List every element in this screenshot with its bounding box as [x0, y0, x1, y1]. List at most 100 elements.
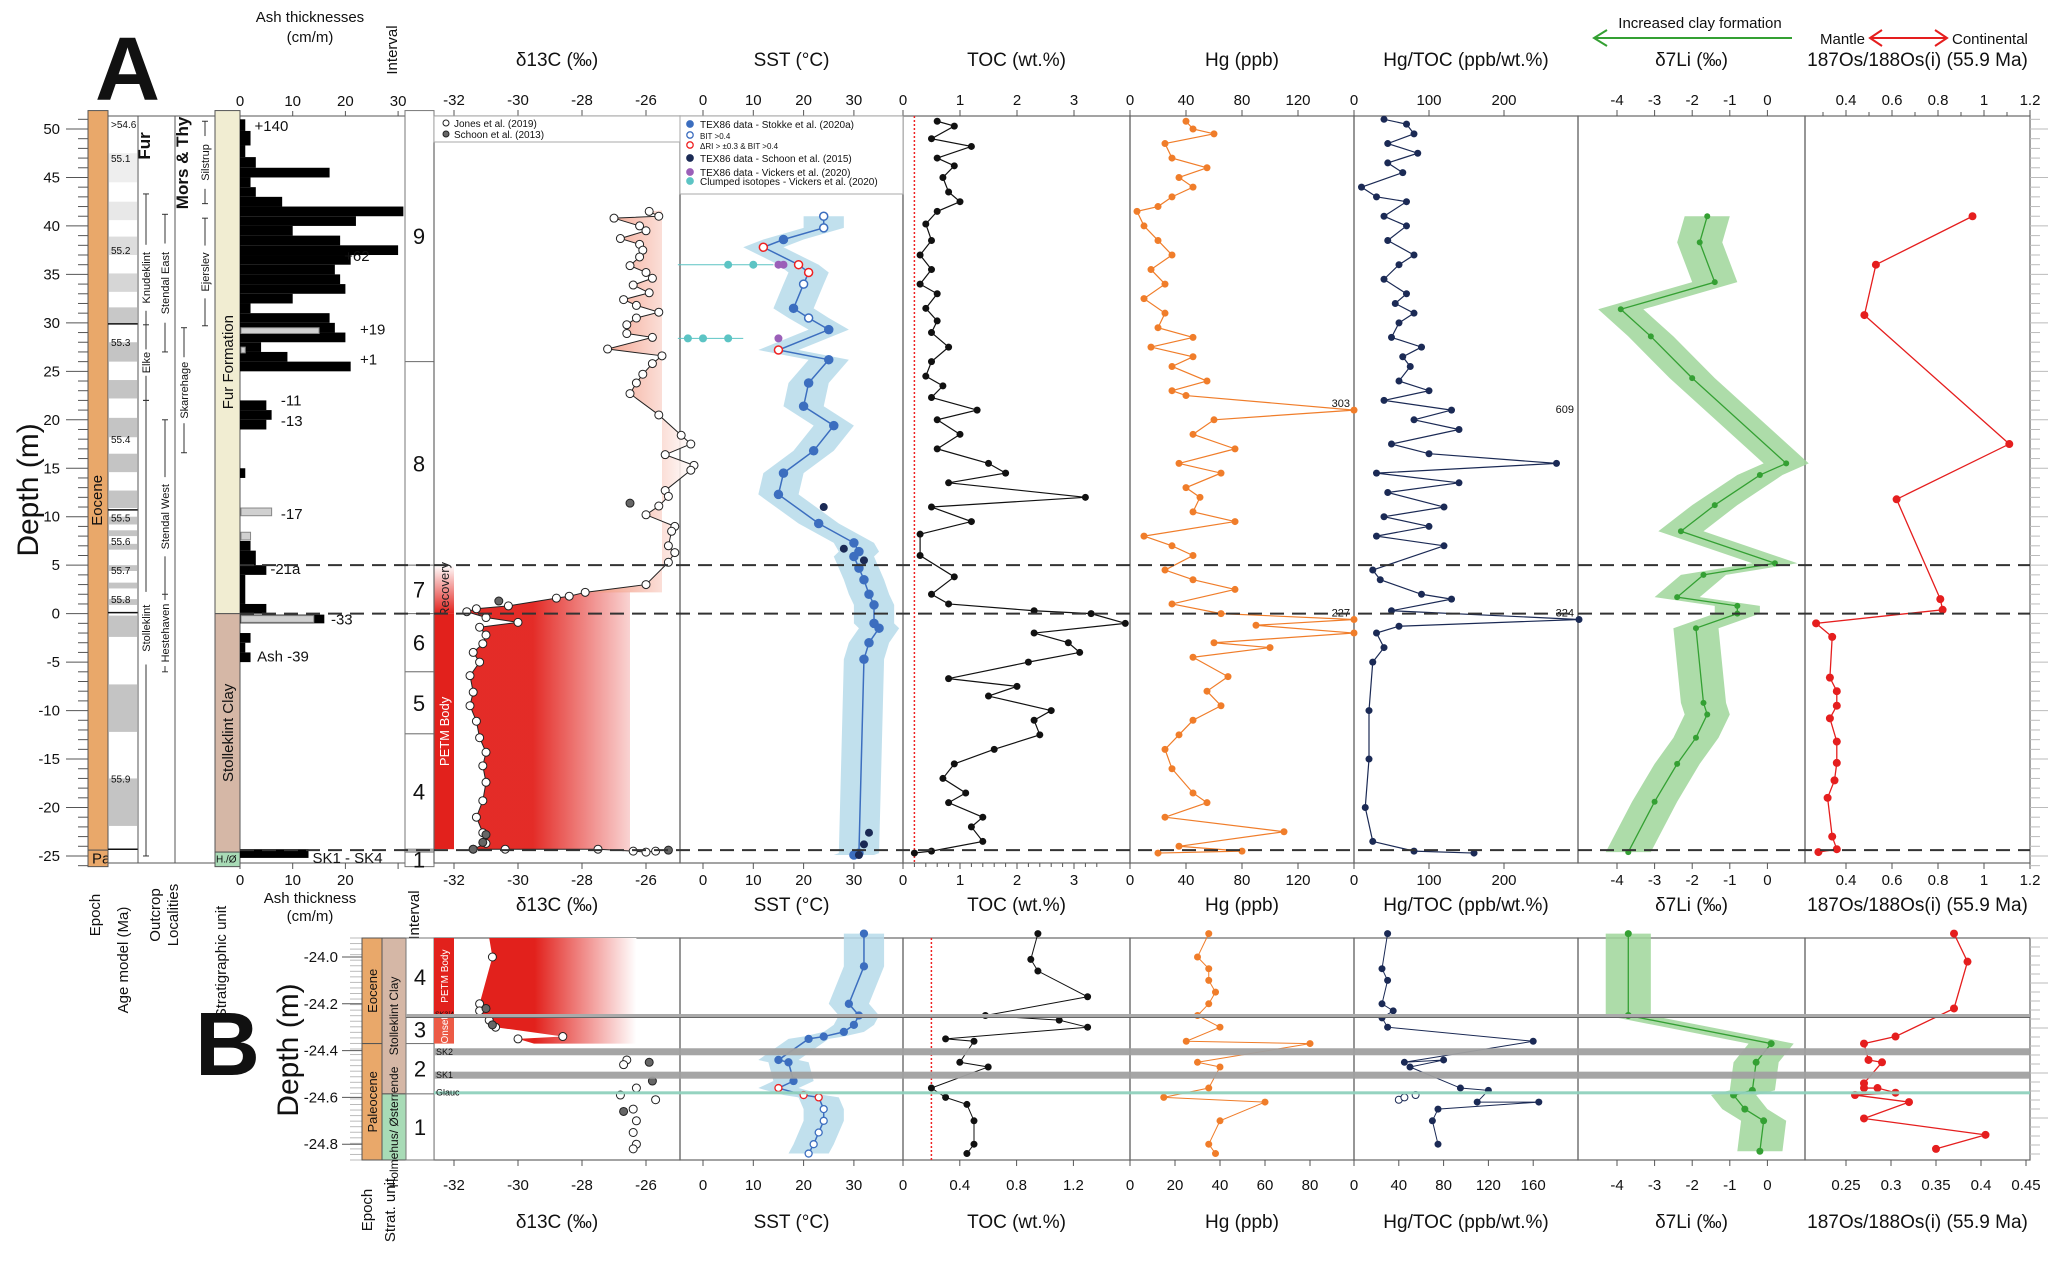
- x-tick-label: -4: [1610, 1177, 1623, 1194]
- x-tick-label: 0: [1350, 872, 1358, 889]
- epoch-label: Pa: [92, 851, 111, 868]
- age-band: [109, 516, 137, 525]
- os-point: [1832, 701, 1841, 710]
- hg-point: [1189, 430, 1197, 438]
- li-b-point: [1767, 1040, 1775, 1048]
- out-of-range-label: 303: [1332, 398, 1350, 410]
- hgtoc-point: [1376, 576, 1384, 584]
- x-tick-label: 0.4: [1836, 92, 1857, 109]
- toc-b-point: [1055, 1016, 1063, 1024]
- hg-point: [1350, 629, 1358, 637]
- phase-b-label: Onset: [440, 1017, 451, 1044]
- hg-point: [1189, 333, 1197, 341]
- x-tick-label: 2: [1013, 92, 1021, 109]
- ash-bar: [240, 157, 256, 168]
- age-band: [109, 153, 137, 183]
- depth-tick-label: -5: [47, 654, 60, 671]
- hg-point: [1210, 416, 1218, 424]
- ash-bar: [240, 400, 267, 411]
- hgtoc-b-point: [1384, 1023, 1392, 1031]
- toc-point: [928, 135, 935, 143]
- sst-b-point: [774, 1055, 783, 1065]
- d13c-point-jones: [513, 617, 523, 627]
- ash-bottom-unit: (cm/m): [287, 908, 334, 925]
- ash-bar: [240, 468, 246, 478]
- hgtoc-point: [1380, 396, 1388, 404]
- sst-point-stokke: [778, 468, 789, 478]
- age-label: 55.6: [111, 537, 131, 548]
- title-a-bottom-sst: SST (°C): [754, 895, 830, 916]
- age-label: 55.1: [111, 154, 131, 165]
- os-b-point: [1950, 1004, 1958, 1013]
- hg-point: [1210, 130, 1218, 138]
- hg-b-point: [1160, 1093, 1168, 1101]
- ash-bar: [240, 264, 335, 275]
- toc-point: [1030, 716, 1038, 724]
- locality-label-bg: [159, 477, 171, 557]
- ash-bar: [240, 255, 351, 265]
- d13c-point-jones: [625, 389, 635, 399]
- sst-point-stokke: [758, 242, 769, 253]
- os-right-label: Continental: [1952, 31, 2028, 48]
- x-tick-label: 0.8: [1928, 872, 1949, 889]
- ash-tick-label: 0: [236, 93, 244, 110]
- ash-bar: [240, 332, 346, 343]
- toc-line: [914, 120, 1126, 854]
- depth-axis-label-a: Depth (m): [12, 423, 45, 556]
- os-point: [1812, 619, 1821, 628]
- ash-bar: [240, 196, 283, 207]
- sst-point-stokke: [793, 259, 804, 270]
- d13c-point-schoon: [481, 830, 491, 840]
- toc-b-point: [1034, 930, 1042, 938]
- depth-tick-label: 35: [43, 266, 60, 283]
- sst-b-point: [814, 1093, 823, 1102]
- ash-bar: [240, 565, 267, 575]
- interval-b-block: [405, 1043, 435, 1095]
- ash-label: -33: [331, 611, 353, 628]
- outcrop-column: [137, 115, 216, 864]
- ash-bar: [240, 225, 293, 236]
- x-tick-label: -26: [635, 872, 657, 889]
- sst-point-schoon: [864, 828, 873, 837]
- toc-b-point: [984, 1063, 992, 1071]
- strat-b-label: Stolleklint Clay: [387, 977, 401, 1056]
- toc-b-point: [1084, 993, 1092, 1001]
- os-b-point: [1950, 929, 1958, 938]
- legend-label: Clumped isotopes - Vickers et al. (2020): [700, 177, 878, 188]
- hg-point: [1350, 615, 1358, 623]
- os-point: [1936, 595, 1945, 604]
- title-a-li: δ7Li (‰): [1655, 50, 1728, 71]
- hgtoc-point: [1575, 615, 1583, 623]
- toc-point: [928, 393, 935, 401]
- d13c-point-jones: [465, 701, 475, 711]
- ash-label: -11: [281, 392, 302, 409]
- depth-tick-label: -15: [38, 751, 60, 768]
- os-b-point: [1860, 1084, 1868, 1093]
- hgtoc-point: [1380, 513, 1388, 521]
- age-label: 55.2: [111, 246, 131, 257]
- hgtoc-point: [1410, 309, 1418, 317]
- depth-tick-label: -20: [38, 800, 60, 817]
- d13c-point-jones: [551, 593, 561, 603]
- ash-bar-grey: [240, 615, 315, 623]
- ash-tick-label: 30: [390, 93, 407, 110]
- toc-point: [945, 799, 953, 807]
- x-tick-label: 0: [1126, 92, 1134, 109]
- d13c-point-jones: [475, 733, 485, 743]
- d13c-b-point: [631, 1116, 641, 1126]
- hg-b-point: [1212, 988, 1219, 996]
- sst-point-stokke: [849, 551, 859, 562]
- d13c-point-jones: [603, 344, 613, 354]
- d13c-point-jones: [654, 211, 664, 221]
- sst-uncertainty-band: [743, 216, 900, 856]
- hg-point: [1154, 324, 1162, 332]
- ash-bar: [240, 303, 251, 314]
- hg-point: [1175, 173, 1183, 181]
- d13c-recovery-fill: [585, 210, 694, 593]
- hg-b-point: [1194, 1058, 1201, 1066]
- x-tick-label: 0.8: [1006, 1177, 1027, 1194]
- hgtoc-point: [1384, 159, 1392, 167]
- x-tick-label: 0: [899, 1177, 907, 1194]
- d13c-b-point: [628, 1104, 638, 1114]
